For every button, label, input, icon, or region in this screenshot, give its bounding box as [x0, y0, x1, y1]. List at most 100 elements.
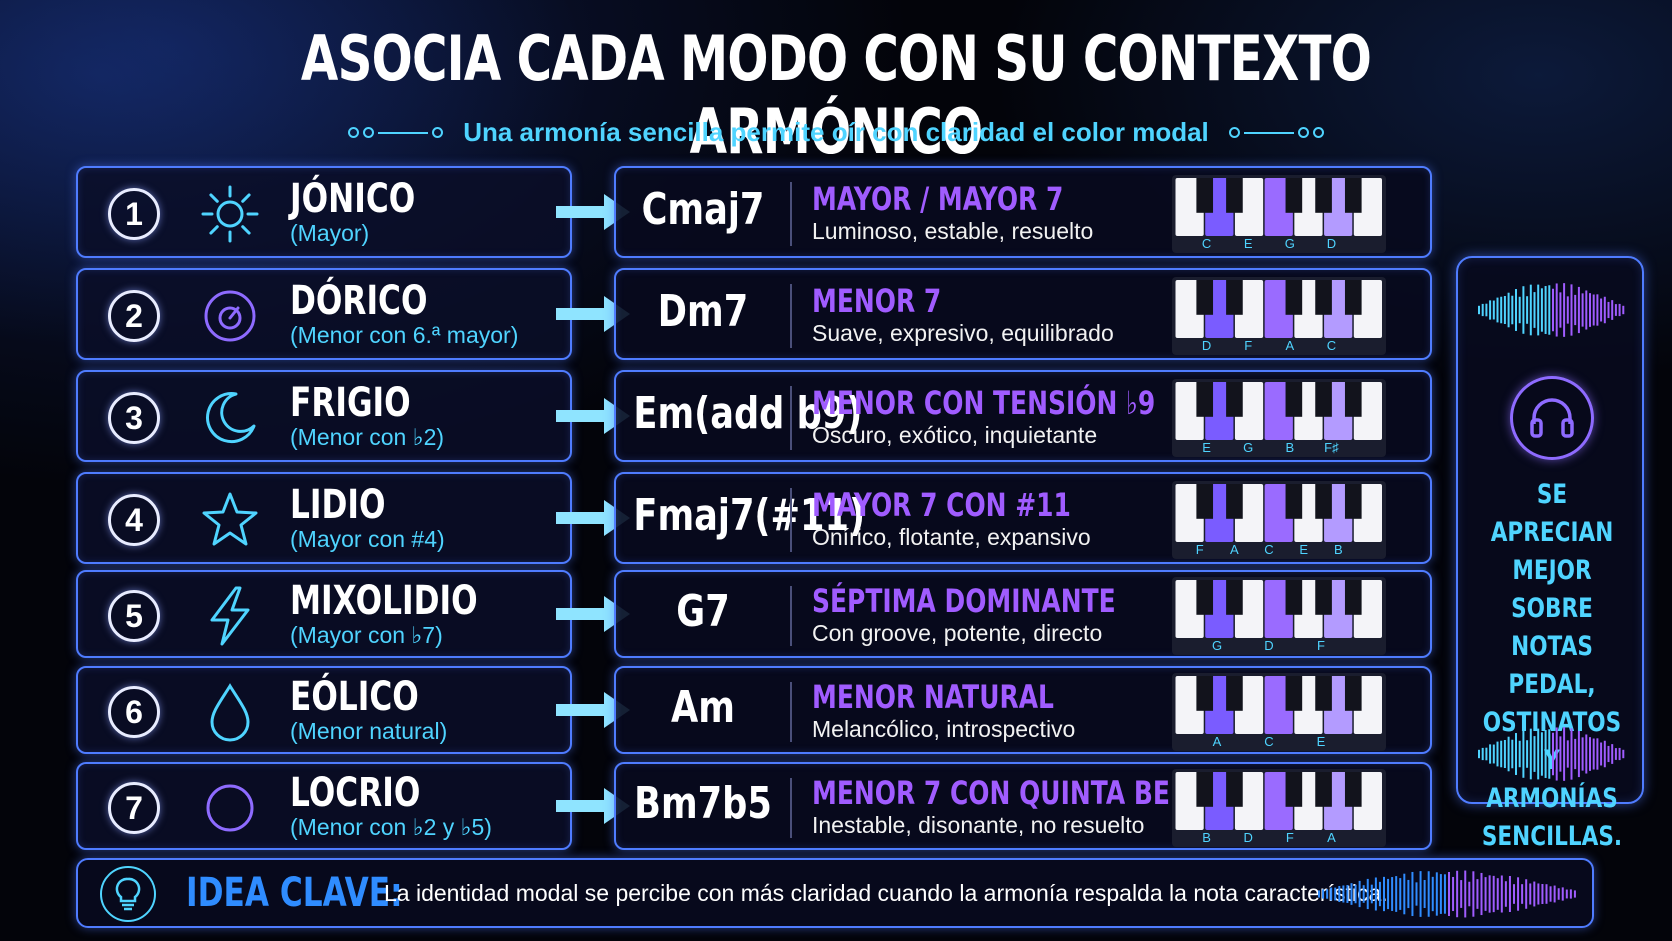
chord-note-label: C — [1327, 338, 1336, 352]
side-panel-text: SE APRECIAN MEJOR SOBRE NOTAS PEDAL, OST… — [1481, 479, 1623, 852]
chord-note-label: D — [1264, 638, 1273, 652]
chord-note-label: B — [1285, 440, 1294, 454]
piano-black-key — [1226, 580, 1243, 615]
piano-black-key — [1285, 484, 1303, 519]
mode-description: Inestable, disonante, no resuelto — [812, 812, 1145, 838]
gauge-icon — [198, 284, 262, 348]
chord-quality: MENOR CON TENSIÓN ♭9 — [812, 384, 1156, 422]
chord-symbol: Am — [671, 682, 735, 733]
divider — [790, 182, 792, 246]
page-subtitle: Una armonía sencilla permite oír con cla… — [463, 117, 1209, 147]
mode-card: 6 EÓLICO (Menor natural) — [76, 666, 572, 754]
mode-name: LOCRIO — [290, 770, 421, 816]
chord-note-label: B — [1334, 542, 1343, 556]
chord-note-label: F — [1244, 338, 1252, 352]
piano-black-key — [1226, 280, 1243, 315]
piano-black-key — [1285, 772, 1303, 807]
chord-card: Am MENOR NATURAL Melancólico, introspect… — [614, 666, 1432, 754]
piano-black-key — [1196, 382, 1214, 417]
chord-note-label: D — [1327, 236, 1336, 250]
mode-card: 2 DÓRICO (Menor con 6.ª mayor) — [76, 268, 572, 360]
chord-quality: MENOR 7 CON QUINTA BEMOL — [812, 774, 1232, 812]
lightning-icon — [198, 584, 262, 648]
piano-black-key — [1285, 382, 1303, 417]
subtitle-row: Una armonía sencilla permite oír con cla… — [0, 117, 1672, 148]
piano-black-key — [1196, 676, 1214, 711]
chord-card: Bm7b5 MENOR 7 CON QUINTA BEMOL Inestable… — [614, 762, 1432, 850]
mode-number: 4 — [108, 494, 160, 546]
key-idea-label: IDEA CLAVE: — [186, 870, 403, 916]
piano-black-key — [1315, 580, 1332, 615]
mode-subtitle: (Mayor con ♭7) — [290, 622, 443, 648]
mode-subtitle: (Menor con ♭2 y ♭5) — [290, 814, 492, 840]
chord-quality: MENOR NATURAL — [812, 678, 1054, 716]
chord-card: Em(add b9) MENOR CON TENSIÓN ♭9 Oscuro, … — [614, 370, 1432, 462]
key-idea-bar: IDEA CLAVE: La identidad modal se percib… — [76, 858, 1594, 928]
piano-black-key — [1315, 280, 1332, 315]
mode-name: EÓLICO — [290, 674, 419, 720]
waveform-footer — [1318, 870, 1576, 918]
chord-note-label: C — [1264, 542, 1273, 556]
chord-note-label: B — [1202, 830, 1211, 844]
mode-number: 7 — [108, 782, 160, 834]
chord-note-label: E — [1202, 440, 1211, 454]
mode-description: Melancólico, introspectivo — [812, 716, 1076, 742]
chord-card: G7 SÉPTIMA DOMINANTE Con groove, potente… — [614, 570, 1432, 658]
mode-card: 7 LOCRIO (Menor con ♭2 y ♭5) — [76, 762, 572, 850]
divider — [790, 284, 792, 348]
chord-card: Cmaj7 MAYOR / MAYOR 7 Luminoso, estable,… — [614, 166, 1432, 258]
side-panel: SE APRECIAN MEJOR SOBRE NOTAS PEDAL, OST… — [1456, 256, 1644, 852]
chord-symbol: G7 — [676, 586, 730, 637]
piano-black-key — [1285, 580, 1303, 615]
piano-black-key — [1344, 676, 1362, 711]
mode-subtitle: (Menor con 6.ª mayor) — [290, 322, 519, 348]
waveform-bottom — [1478, 727, 1625, 781]
piano-black-key — [1315, 484, 1332, 519]
key-idea-text: La identidad modal se percibe con más cl… — [384, 880, 1388, 906]
piano-black-key — [1196, 772, 1214, 807]
mode-card: 1 JÓNICO (Mayor) — [76, 166, 572, 258]
divider — [790, 778, 792, 838]
chord-note-label: A — [1285, 338, 1294, 352]
piano-black-key — [1285, 676, 1303, 711]
mode-card: 5 MIXOLIDIO (Mayor con ♭7) — [76, 570, 572, 658]
piano-black-key — [1315, 772, 1332, 807]
mode-card: 4 LIDIO (Mayor con #4) — [76, 472, 572, 564]
chord-note-label: C — [1202, 236, 1211, 250]
mode-subtitle: (Menor natural) — [290, 718, 448, 744]
mode-description: Suave, expresivo, equilibrado — [812, 320, 1114, 346]
piano-black-key — [1315, 676, 1332, 711]
divider — [790, 586, 792, 646]
subtitle-ornament-left — [348, 127, 444, 138]
piano-black-key — [1226, 382, 1243, 417]
chord-note-label: A — [1230, 542, 1239, 556]
mode-number: 3 — [108, 392, 160, 444]
chord-note-label: G — [1243, 440, 1253, 454]
mode-name: LIDIO — [290, 482, 386, 528]
piano-black-key — [1285, 178, 1303, 213]
divider — [790, 682, 792, 742]
chord-note-label: E — [1299, 542, 1308, 556]
circle-icon — [198, 776, 262, 840]
chord-note-label: C — [1264, 734, 1273, 748]
chord-note-label: F — [1317, 638, 1325, 652]
chord-card: Fmaj7(#11) MAYOR 7 CON #11 Onírico, flot… — [614, 472, 1432, 564]
piano-black-key — [1344, 382, 1362, 417]
chord-note-label: A — [1327, 830, 1336, 844]
piano-black-key — [1196, 280, 1214, 315]
lightbulb-icon — [100, 866, 156, 922]
piano-black-key — [1344, 484, 1362, 519]
mode-number: 2 — [108, 290, 160, 342]
star-icon — [198, 488, 262, 552]
piano-black-key — [1315, 382, 1332, 417]
divider — [790, 386, 792, 450]
mode-number: 5 — [108, 590, 160, 642]
waveform-top — [1478, 283, 1625, 337]
subtitle-ornament-right — [1228, 127, 1324, 138]
chord-note-label: E — [1244, 236, 1253, 250]
